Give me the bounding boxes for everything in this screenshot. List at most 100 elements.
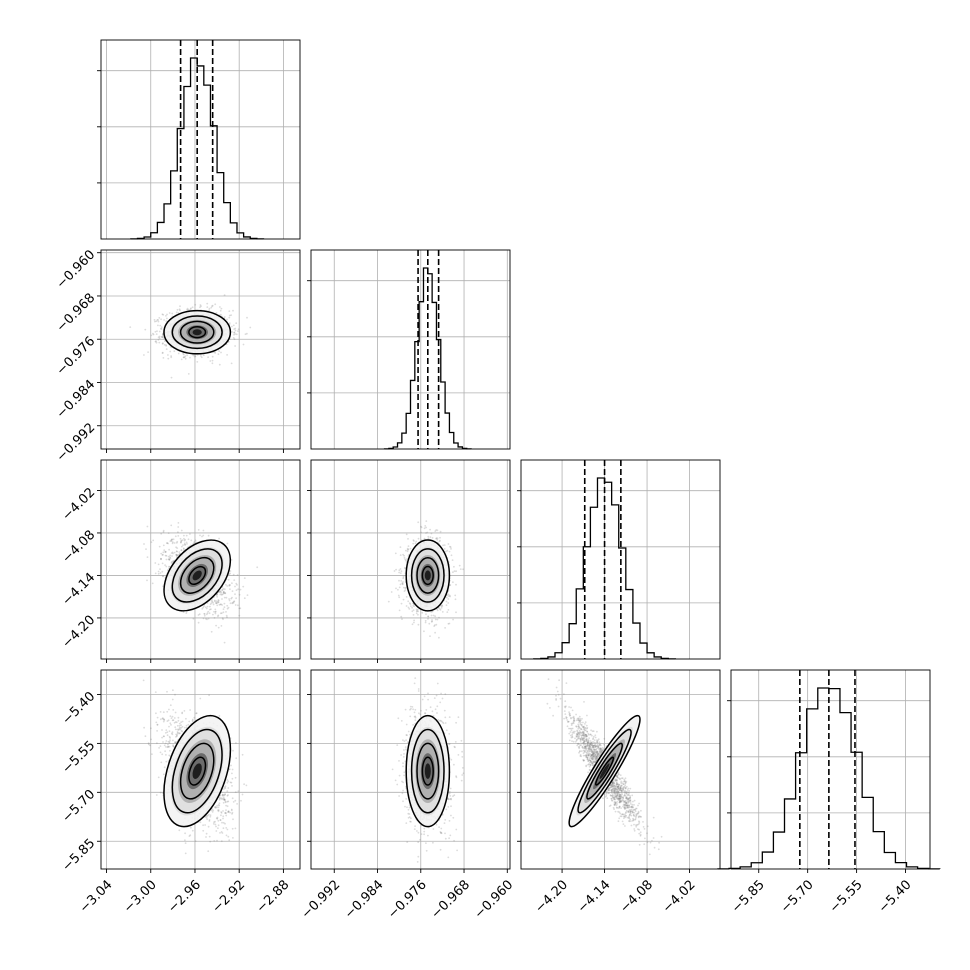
sample-point [209, 603, 212, 606]
sample-point [182, 353, 185, 356]
sample-point [204, 606, 207, 609]
sample-point [154, 320, 156, 323]
sample-point [176, 554, 179, 556]
sample-point [154, 572, 157, 575]
sample-point [159, 572, 162, 574]
sample-point [412, 614, 415, 616]
sample-point [405, 596, 408, 598]
sample-point [146, 579, 148, 582]
sample-point [200, 355, 202, 357]
sample-point [129, 326, 132, 328]
sample-point [228, 598, 231, 600]
sample-point [214, 351, 216, 353]
sample-point [165, 348, 168, 350]
sample-point [200, 356, 203, 359]
sample-point [207, 610, 210, 613]
sample-point [390, 591, 393, 593]
sample-point [454, 594, 457, 597]
sample-point [234, 333, 237, 335]
sample-point [169, 704, 172, 707]
sample-point [205, 607, 208, 610]
sample-point [160, 532, 163, 535]
sample-point [160, 558, 162, 561]
sample-point [177, 526, 180, 528]
sample-point [211, 304, 214, 307]
sample-point [144, 328, 147, 331]
sample-point [209, 605, 211, 608]
panel-frame [100, 39, 301, 240]
sample-point [166, 317, 168, 320]
sample-point [162, 551, 165, 554]
sample-point [161, 554, 164, 556]
sample-point [238, 614, 241, 617]
sample-point [438, 540, 441, 543]
histogram-panel [307, 249, 511, 450]
density-level [424, 570, 431, 581]
sample-point [232, 573, 235, 576]
sample-point [234, 604, 237, 606]
sample-point [161, 352, 164, 354]
sample-point [234, 345, 237, 347]
sample-point [223, 588, 226, 591]
sample-point [446, 549, 449, 552]
sample-point [168, 312, 171, 314]
histogram-panel [717, 669, 941, 870]
sample-point [203, 605, 205, 608]
sample-point [152, 539, 155, 542]
sample-point [230, 314, 233, 316]
sample-point [405, 605, 408, 607]
sample-point [176, 540, 179, 543]
sample-point [192, 354, 195, 357]
sample-point [218, 603, 221, 606]
sample-point [164, 550, 167, 553]
sample-point [174, 535, 177, 538]
sample-point [171, 542, 174, 545]
sample-point [170, 524, 173, 527]
sample-point [453, 565, 455, 568]
sample-point [197, 621, 200, 624]
sample-point [165, 554, 168, 557]
sample-point [234, 799, 237, 802]
histogram-panel [97, 39, 301, 240]
sample-point [151, 582, 154, 585]
sample-point [235, 597, 238, 600]
sample-point [406, 548, 409, 551]
sample-point [446, 611, 449, 613]
sample-point [221, 588, 224, 591]
sample-point [410, 605, 412, 607]
sample-point [207, 356, 210, 359]
sample-point [395, 587, 397, 590]
sample-point [249, 326, 252, 329]
sample-point [222, 618, 224, 621]
sample-point [158, 337, 161, 340]
sample-point [167, 555, 170, 558]
sample-point [421, 611, 424, 614]
sample-point [197, 529, 200, 531]
sample-point [203, 612, 206, 615]
sample-point [165, 558, 168, 561]
sample-point [399, 554, 402, 556]
sample-point [458, 564, 461, 567]
sample-point [429, 635, 431, 637]
sample-point [228, 314, 231, 317]
sample-point [172, 560, 174, 562]
sample-point [451, 559, 454, 561]
sample-point [246, 316, 248, 319]
sample-point [442, 544, 444, 547]
sample-point [454, 598, 457, 601]
sample-point [157, 339, 160, 341]
sample-point [414, 542, 417, 545]
sample-point [452, 581, 454, 584]
sample-point [162, 575, 165, 578]
sample-point [427, 537, 430, 540]
sample-point [223, 294, 226, 296]
sample-point [161, 570, 164, 573]
sample-point [231, 602, 234, 605]
sample-point [158, 330, 161, 333]
sample-point [221, 604, 224, 606]
sample-point [162, 553, 164, 556]
sample-point [431, 619, 433, 621]
sample-point [171, 312, 174, 315]
sample-point [231, 331, 233, 333]
sample-point [213, 617, 216, 619]
